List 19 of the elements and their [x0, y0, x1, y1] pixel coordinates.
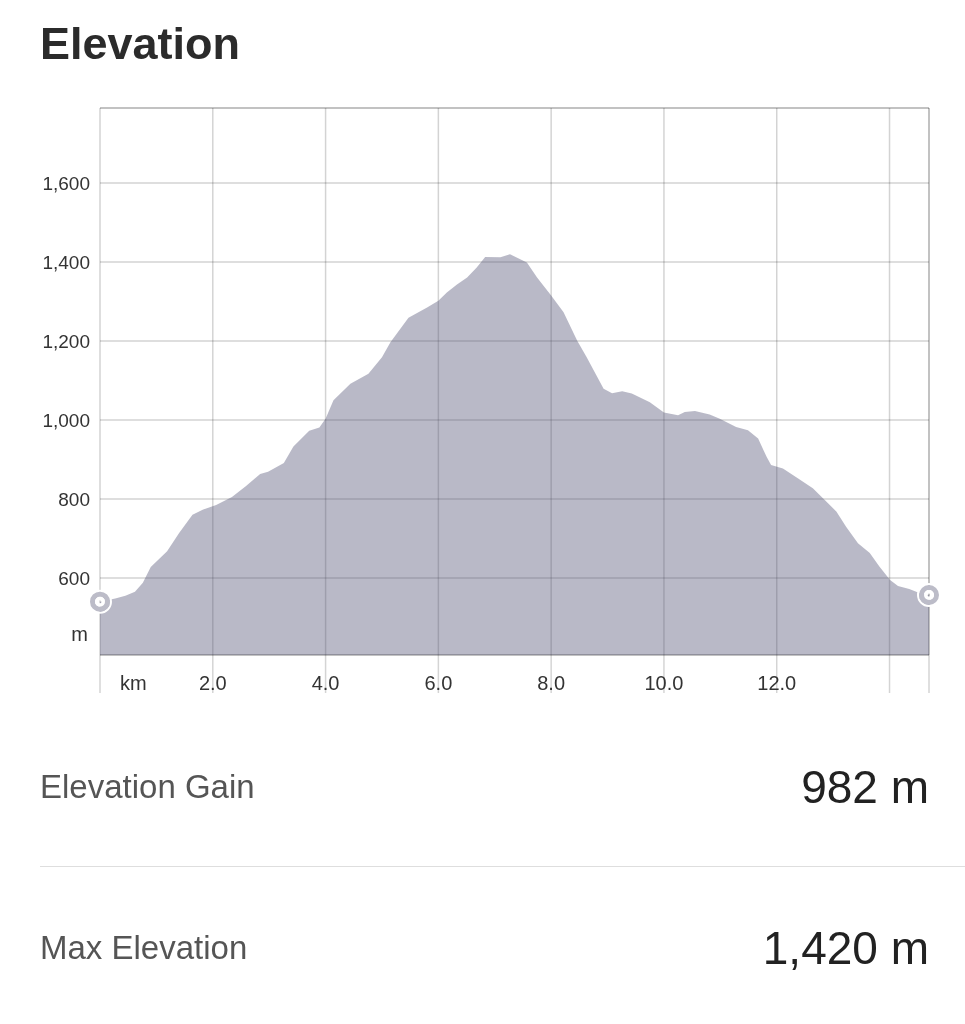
- y-tick-label: 1,400: [42, 251, 90, 273]
- x-tick-label: 4.0: [311, 672, 340, 694]
- text: Elevation Gain: [40, 768, 255, 806]
- y-tick-label: 1,000: [42, 409, 90, 431]
- y-tick-label: 1,600: [42, 172, 90, 194]
- y-tick-label: 800: [58, 488, 90, 510]
- x-axis-title: km: [120, 672, 147, 694]
- text: 982 m: [801, 760, 929, 814]
- chart-title: Elevation: [40, 17, 241, 71]
- y-axis-title: m: [71, 623, 88, 645]
- x-tick-label: 10.0: [644, 672, 684, 694]
- x-tick-label: 12.0: [757, 672, 797, 694]
- text: 1,420 m: [762, 921, 929, 975]
- y-tick-label: 600: [58, 567, 90, 589]
- y-tick-label: 1,200: [42, 330, 90, 352]
- x-tick-label: 6.0: [424, 672, 453, 694]
- x-tick-label: 8.0: [537, 672, 566, 694]
- x-tick-label: 2.0: [198, 672, 227, 694]
- text: Max Elevation: [40, 929, 248, 967]
